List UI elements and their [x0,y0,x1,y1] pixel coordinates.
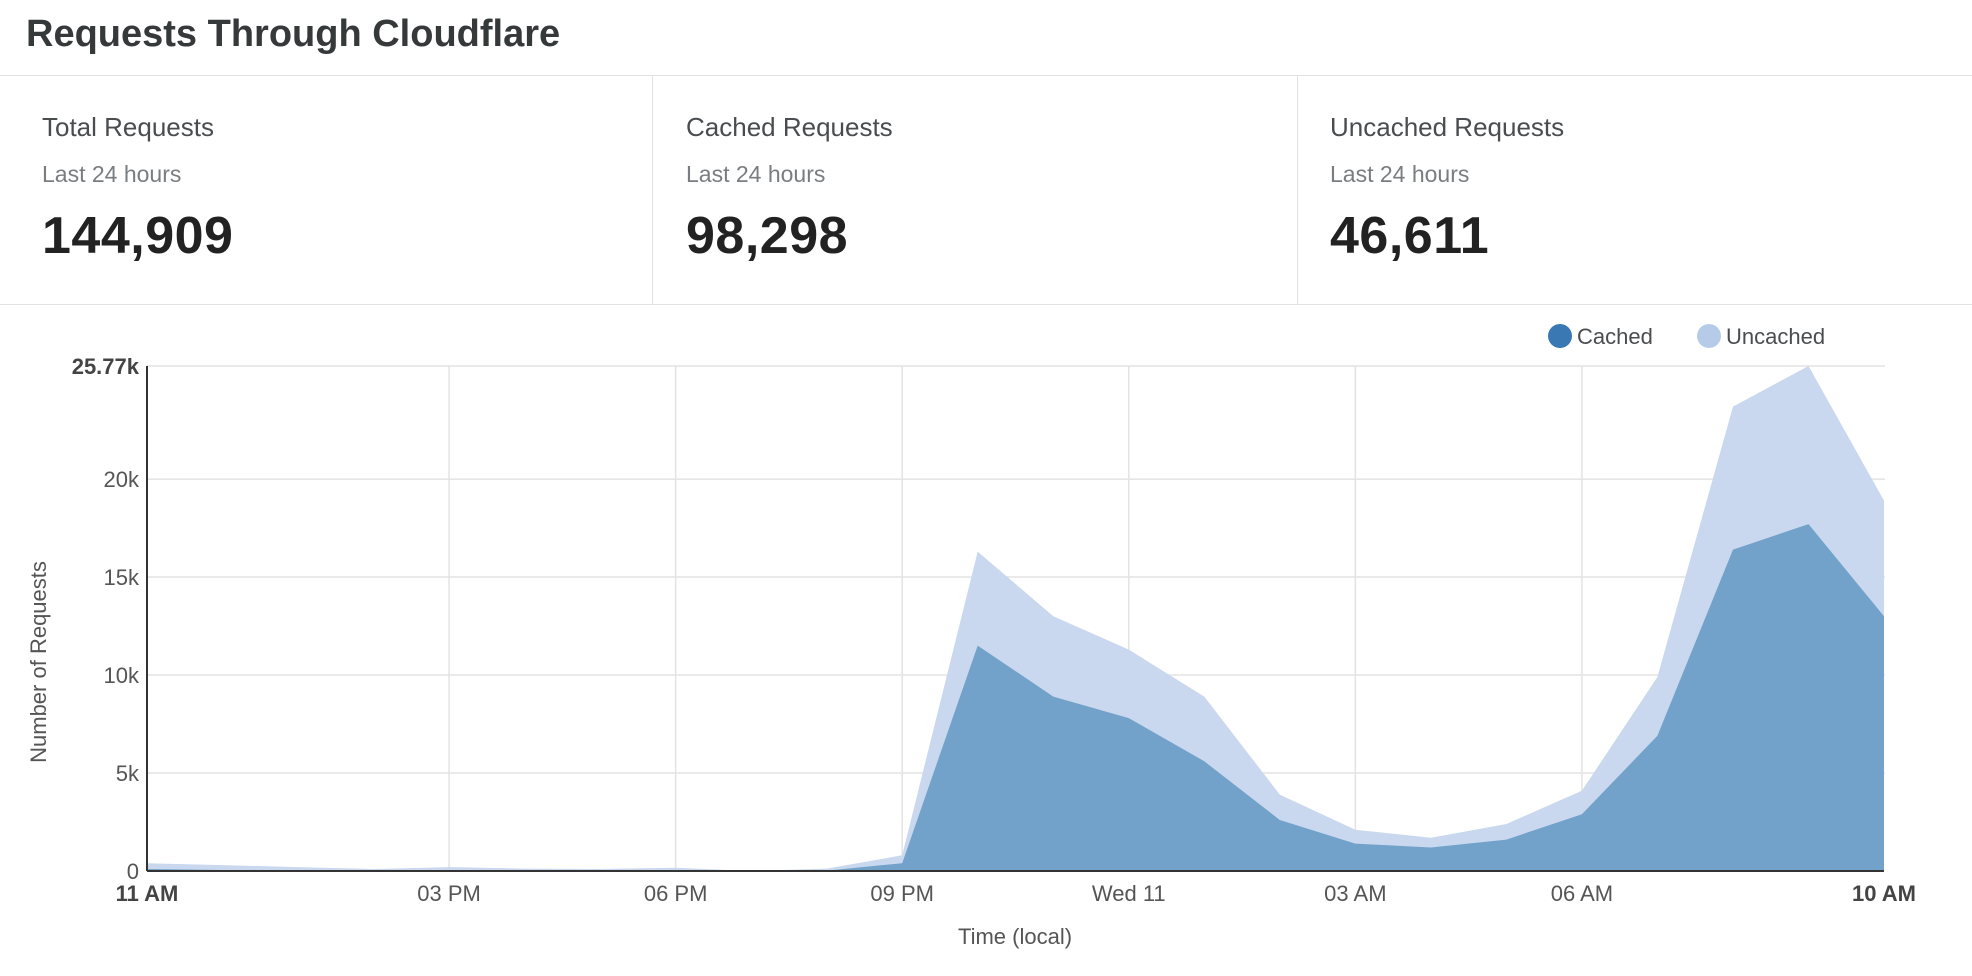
y-tick-label: 25.77k [72,354,140,379]
header-divider [0,75,1972,76]
legend-cached-marker[interactable] [1548,324,1572,348]
y-tick-label: 15k [104,565,140,590]
area-uncached [147,366,1884,871]
stat-period: Last 24 hours [42,161,182,187]
x-tick-label: 06 PM [644,881,708,906]
y-tick-label: 10k [104,663,140,688]
stat-divider [652,76,653,304]
y-tick-label: 20k [104,467,140,492]
stat-value: 46,611 [1330,207,1490,265]
x-tick-label: 03 PM [417,881,481,906]
x-tick-label: 09 PM [870,881,934,906]
stats-divider [0,304,1972,305]
x-tick-label: 03 AM [1324,881,1386,906]
stat-period: Last 24 hours [686,161,826,187]
x-tick-label: Wed 11 [1092,881,1166,906]
y-axis-title: Number of Requests [26,561,51,763]
chart-axes: 0 5k 10k 15k 20k 25.77k 11 AM 03 PM 06 PM 09 PM We… [72,354,1916,906]
stat-label: Cached Requests [686,112,893,142]
stat-value: 98,298 [686,207,849,265]
requests-area-chart: 0 5k 10k 15k 20k 25.77k 11 AM 03 PM 06 PM 09 PM We… [26,324,1916,949]
stat-period: Last 24 hours [1330,161,1470,187]
stat-total-requests: Total Requests Last 24 hours 144,909 [0,76,652,304]
chart-legend: Cached Uncached [1548,324,1825,349]
y-tick-label: 5k [116,761,140,786]
legend-cached-label[interactable]: Cached [1577,324,1653,349]
page-title: Requests Through Cloudflare [26,13,561,55]
stat-label: Total Requests [42,112,214,142]
legend-uncached-label[interactable]: Uncached [1726,324,1825,349]
x-axis-title: Time (local) [958,924,1072,949]
x-tick-label: 06 AM [1551,881,1613,906]
area-cached [147,524,1884,871]
stat-cached-requests: Cached Requests Last 24 hours 98,298 [653,76,1297,304]
stat-label: Uncached Requests [1330,112,1565,142]
stat-divider [1297,76,1298,304]
x-tick-label: 11 AM [116,881,179,906]
x-tick-label: 10 AM [1852,881,1916,906]
stat-uncached-requests: Uncached Requests Last 24 hours 46,611 [1298,76,1972,304]
legend-uncached-marker[interactable] [1697,324,1721,348]
chart-areas [147,366,1884,871]
stat-value: 144,909 [42,207,234,265]
y-tick-label: 0 [127,859,139,884]
